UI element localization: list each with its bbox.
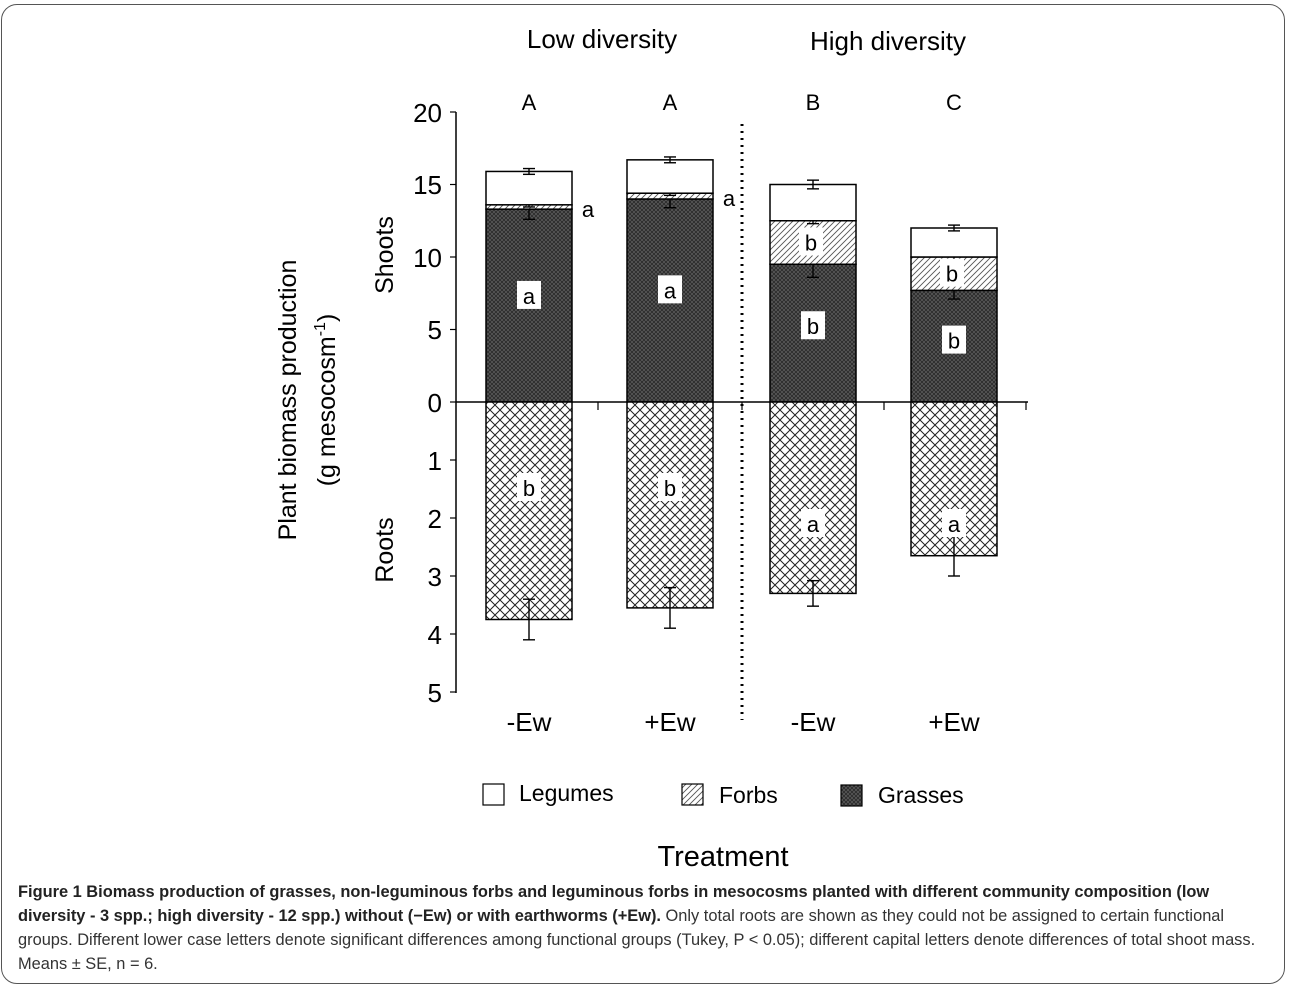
- figure-caption: Figure 1 Biomass production of grasses, …: [18, 880, 1280, 976]
- y-tick-label: 4: [428, 620, 442, 650]
- x-axis-title: Treatment: [657, 841, 788, 873]
- legend: Legumes Forbs Grasses: [482, 780, 964, 808]
- letter-forbs-box: [940, 258, 964, 287]
- group-label-low: Low diversity: [527, 24, 677, 54]
- roots-axis-label: Roots: [371, 517, 399, 582]
- bar-legumes: [626, 159, 714, 194]
- letter-roots: a: [807, 512, 820, 537]
- y-tick-label: 15: [413, 170, 442, 200]
- letter-roots: b: [523, 476, 535, 501]
- letter-grasses-box: [801, 311, 825, 340]
- legend-swatch-forbs: [681, 783, 704, 806]
- y-tick-label: 10: [413, 243, 442, 273]
- bar-roots: [910, 401, 998, 557]
- letter-grasses-box: [517, 280, 541, 309]
- letter-roots-box: [801, 509, 825, 537]
- letter-roots-box: [658, 473, 682, 501]
- category-label: -Ew: [507, 707, 552, 737]
- letter-grasses-box: [942, 325, 966, 354]
- bar-roots: [626, 401, 714, 609]
- shoot-y-ticks: 20 15 10 5 0: [413, 98, 456, 418]
- letter-roots: b: [664, 476, 676, 501]
- bar-group: a a b a a b b b a b b a: [485, 156, 998, 641]
- caption-lead: Figure 1 Biomass production of grasses, …: [18, 883, 1210, 925]
- letter-roots: a: [948, 512, 961, 537]
- y-tick-label: 2: [428, 504, 442, 534]
- letter-roots-box: [517, 473, 541, 501]
- y-axis-title-line1: Plant biomass production: [274, 260, 302, 541]
- legend-label-legumes: Legumes: [519, 780, 614, 806]
- shoots-axis-label: Shoots: [371, 216, 399, 294]
- legend-label-forbs: Forbs: [719, 782, 778, 808]
- root-y-ticks: 1 2 3 4 5: [428, 446, 456, 708]
- letter-roots-box: [942, 509, 966, 537]
- letter-forbs: a: [582, 197, 595, 222]
- category-label-group: -Ew +Ew -Ew +Ew: [507, 707, 980, 737]
- letter-forbs-box: [799, 227, 823, 256]
- caption-body: Only total roots are shown as they could…: [18, 907, 1256, 973]
- bar-legumes: [910, 227, 998, 258]
- category-label: -Ew: [791, 707, 836, 737]
- total-shoot-letter: A: [522, 90, 537, 115]
- letter-grasses-box: [658, 275, 682, 304]
- y-tick-label: 20: [413, 98, 442, 128]
- letter-grasses: a: [664, 278, 677, 303]
- y-tick-label: 5: [428, 678, 442, 708]
- bar-legumes: [485, 170, 573, 206]
- total-shoot-letter: B: [806, 90, 821, 115]
- bar-legumes: [769, 183, 857, 222]
- letter-grasses: a: [523, 284, 536, 309]
- letter-forbs: b: [805, 231, 817, 256]
- group-label-high: High diversity: [810, 26, 966, 56]
- y-tick-label: 1: [428, 446, 442, 476]
- y-tick-label: 0: [428, 388, 442, 418]
- legend-swatch-grasses: [840, 784, 863, 807]
- legend-label-grasses: Grasses: [878, 782, 964, 808]
- category-label: +Ew: [644, 707, 696, 737]
- biomass-chart: Low diversity High diversity Plant bioma…: [274, 24, 1028, 873]
- y-tick-label: 5: [428, 315, 442, 345]
- letter-forbs: b: [946, 262, 958, 287]
- y-axis-title-line2: (g mesocosm-1): [312, 314, 341, 487]
- total-shoot-letter: A: [663, 90, 678, 115]
- figure-frame: [1, 4, 1285, 984]
- category-label: +Ew: [928, 707, 980, 737]
- letter-grasses: b: [948, 329, 960, 354]
- legend-swatch-legumes: [482, 783, 505, 806]
- letter-forbs: a: [723, 186, 736, 211]
- bar-roots: [485, 401, 573, 621]
- bar-roots: [769, 401, 857, 595]
- y-tick-label: 3: [428, 562, 442, 592]
- letter-grasses: b: [807, 314, 819, 339]
- total-shoot-letter: C: [946, 90, 962, 115]
